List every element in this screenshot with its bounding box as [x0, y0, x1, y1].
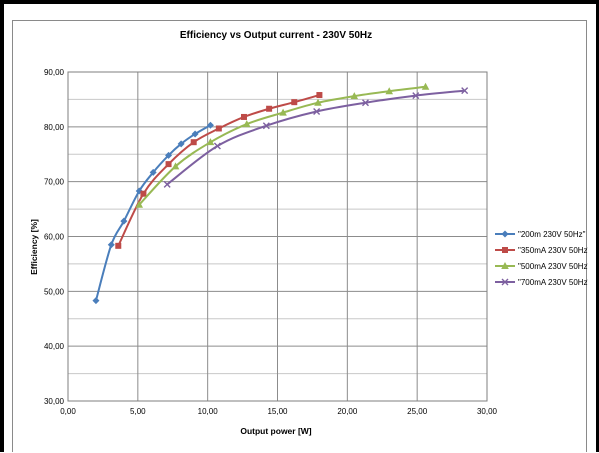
y-tick-label: 40,00 — [44, 342, 65, 351]
legend-entry: "350mA 230V 50Hz" — [495, 246, 588, 255]
data-point — [501, 262, 509, 269]
data-point — [501, 278, 509, 286]
data-point — [206, 138, 215, 146]
data-point — [242, 120, 251, 128]
data-point — [171, 162, 180, 170]
x-axis-label: Output power [W] — [240, 426, 311, 436]
x-tick-label: 0,00 — [60, 407, 76, 416]
data-point — [461, 87, 469, 95]
legend-entry: "500mA 230V 50Hz" — [495, 262, 588, 271]
data-point — [421, 82, 430, 90]
data-point — [314, 98, 322, 106]
efficiency-chart: Efficiency vs Output current - 230V 50Hz… — [29, 30, 588, 436]
data-point — [279, 108, 287, 116]
data-point — [163, 180, 171, 188]
y-tick-label: 90,00 — [44, 68, 65, 77]
y-tick-label: 80,00 — [44, 123, 65, 132]
x-tick-label: 20,00 — [337, 407, 358, 416]
y-tick-label: 50,00 — [44, 287, 65, 296]
data-point — [177, 140, 185, 148]
data-point — [135, 200, 144, 208]
x-tick-label: 25,00 — [407, 407, 428, 416]
x-tick-label: 5,00 — [130, 407, 146, 416]
y-tick-label: 30,00 — [44, 397, 65, 406]
series-3 — [135, 82, 430, 208]
data-point — [149, 168, 157, 176]
data-series — [92, 82, 469, 305]
series-2 — [115, 92, 323, 249]
data-point — [191, 130, 199, 138]
data-point — [266, 105, 273, 112]
legend-label: "200m 230V 50Hz" — [518, 230, 586, 239]
data-point — [385, 87, 394, 95]
chart-title: Efficiency vs Output current - 230V 50Hz — [180, 30, 372, 41]
data-point — [316, 92, 323, 99]
y-axis-label: Efficiency [%] — [29, 219, 39, 275]
legend-label: "350mA 230V 50Hz" — [518, 246, 588, 255]
data-point — [213, 142, 221, 150]
plot-border — [67, 71, 488, 402]
data-point — [240, 113, 247, 120]
data-point — [120, 217, 128, 225]
data-point — [190, 139, 197, 146]
data-point — [115, 242, 122, 249]
data-point — [501, 230, 509, 238]
y-tick-label: 60,00 — [44, 233, 65, 242]
data-point — [165, 161, 172, 168]
data-point — [92, 297, 100, 305]
chart-area: Efficiency vs Output current - 230V 50Hz… — [12, 20, 588, 452]
series-1 — [92, 121, 214, 305]
series-4 — [163, 87, 469, 188]
axes — [67, 71, 488, 402]
x-tick-label: 10,00 — [198, 407, 219, 416]
data-point — [107, 241, 115, 249]
data-point — [291, 99, 298, 106]
legend-label: "700mA 230V 50Hz" — [518, 278, 588, 287]
data-point — [350, 92, 359, 100]
data-point — [262, 122, 270, 130]
data-point — [412, 92, 420, 100]
data-point — [215, 125, 222, 132]
legend-label: "500mA 230V 50Hz" — [518, 262, 588, 271]
data-point — [361, 99, 369, 107]
data-point — [313, 107, 321, 115]
data-point — [502, 247, 508, 253]
data-point — [165, 151, 173, 159]
data-point — [206, 121, 214, 129]
legend-entry: "200m 230V 50Hz" — [495, 230, 586, 239]
x-tick-label: 30,00 — [477, 407, 498, 416]
y-tick-label: 70,00 — [44, 178, 65, 187]
legend-entry: "700mA 230V 50Hz" — [495, 278, 588, 287]
data-point — [140, 190, 147, 197]
series-line — [94, 124, 211, 301]
tick-labels: 30,00 40,00 50,00 60,00 70,00 80,00 90,00 0,00 5… — [44, 68, 498, 416]
x-tick-label: 15,00 — [267, 407, 288, 416]
legend: "200m 230V 50Hz" "350mA 230V 50Hz" "500mA … — [495, 230, 588, 287]
